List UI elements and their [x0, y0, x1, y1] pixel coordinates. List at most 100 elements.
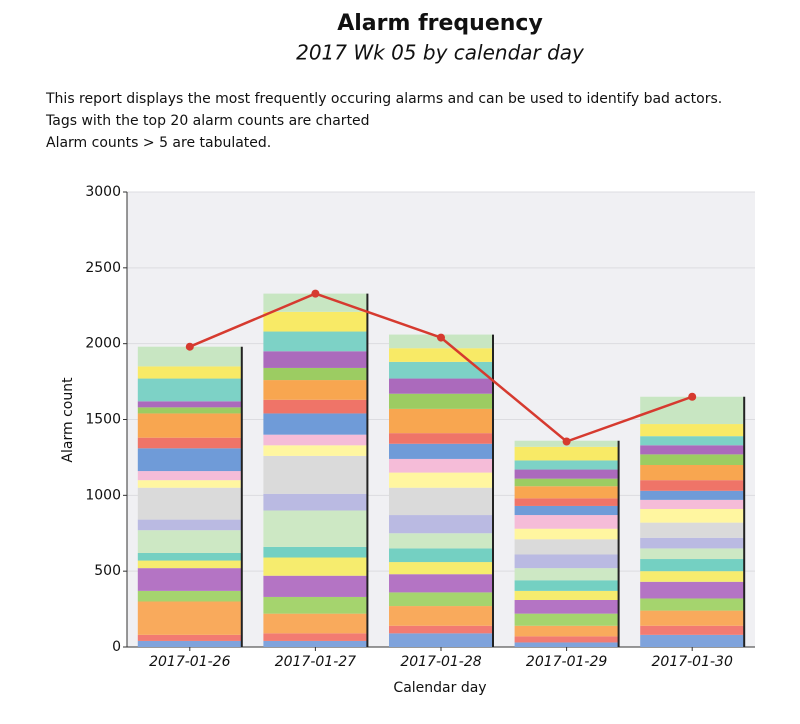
bar-segment — [263, 413, 368, 435]
bar-segment — [514, 613, 619, 626]
bar-segment — [137, 519, 242, 531]
bar-segment — [263, 455, 368, 494]
total-point — [562, 437, 571, 446]
bar-segment — [514, 568, 619, 581]
bar-segment — [640, 522, 745, 538]
x-tick-label: 2017-01-29 — [526, 654, 607, 670]
bar-segment — [640, 480, 745, 491]
bar-segment — [137, 448, 242, 472]
x-tick-label: 2017-01-27 — [275, 654, 356, 670]
y-tick-label: 500 — [94, 563, 121, 579]
bar-segment — [389, 606, 493, 626]
bar-segment — [640, 508, 745, 523]
bar-segment — [514, 554, 619, 569]
bar-segment — [640, 454, 745, 465]
bar-segment — [137, 346, 242, 367]
bar-segment — [389, 533, 493, 549]
bar-segment — [389, 378, 493, 394]
bar-segment — [263, 546, 368, 558]
bar-segment — [263, 557, 368, 576]
bar-segment — [640, 424, 745, 437]
bar-segment — [514, 590, 619, 600]
bar-segment — [263, 399, 368, 414]
x-tick-label: 2017-01-26 — [149, 654, 230, 670]
bar-segment — [263, 613, 368, 634]
bar-segment — [514, 528, 619, 540]
description-line: This report displays the most frequently… — [46, 91, 723, 107]
bar-segment — [389, 348, 493, 362]
bar-segment — [263, 596, 368, 614]
bar-segment — [137, 401, 242, 408]
bar-segment — [263, 331, 368, 352]
bar-segment — [389, 458, 493, 473]
bar-segment — [263, 575, 368, 597]
bar-segment — [137, 601, 242, 635]
bar-segment — [514, 515, 619, 529]
total-point — [688, 392, 697, 401]
bar-segment — [389, 633, 493, 647]
bar-segment — [137, 568, 242, 591]
bar-segment — [263, 367, 368, 381]
bar-segment — [137, 590, 242, 602]
bar-segment — [263, 640, 368, 647]
bar-segment — [263, 510, 368, 547]
bar-segment — [640, 598, 745, 611]
description: This report displays the most frequently… — [46, 88, 722, 154]
bar-segment — [640, 548, 745, 560]
bar-segment — [137, 437, 242, 449]
total-point — [311, 289, 320, 298]
bar-segment — [514, 539, 619, 555]
chart-title: Alarm frequency — [337, 11, 543, 36]
bar-segment — [640, 537, 745, 549]
bar-segment — [640, 499, 745, 509]
bar-segment — [389, 408, 493, 434]
bar-segment — [263, 633, 368, 641]
bar-segment — [137, 378, 242, 402]
bar-segment — [137, 487, 242, 520]
bar-segment — [640, 581, 745, 599]
bar-segment — [263, 380, 368, 400]
x-tick-label: 2017-01-30 — [652, 654, 733, 670]
bar-segment — [263, 293, 368, 312]
bar-segment — [389, 487, 493, 516]
bar-segment — [640, 571, 745, 582]
bar-segment — [137, 407, 242, 414]
y-tick-label: 2000 — [85, 336, 121, 352]
bar-segment — [137, 413, 242, 438]
bar-segment — [389, 562, 493, 575]
bar-segment — [514, 625, 619, 637]
bar-segment — [640, 445, 745, 455]
bar-segment — [137, 366, 242, 379]
y-axis-label: Alarm count — [60, 377, 76, 463]
bar-segment — [263, 445, 368, 456]
y-tick-label: 0 — [112, 639, 121, 655]
bar-segment — [514, 446, 619, 461]
bar-segment — [389, 433, 493, 444]
bar-segment — [640, 436, 745, 446]
bar-segment — [514, 498, 619, 506]
bar-segment — [514, 636, 619, 643]
bar-segment — [514, 580, 619, 591]
bar-segment — [263, 311, 368, 332]
bar-segment — [263, 493, 368, 511]
bar-segment — [640, 559, 745, 572]
bar-segment — [137, 552, 242, 561]
bar-segment — [640, 465, 745, 481]
bar-segment — [389, 574, 493, 593]
bar-segment — [514, 599, 619, 614]
bar-segment — [137, 640, 242, 647]
bar-segment — [389, 515, 493, 534]
bar-segment — [514, 469, 619, 479]
bar-segment — [263, 434, 368, 446]
x-tick-label: 2017-01-28 — [400, 654, 481, 670]
y-tick-label: 1000 — [85, 487, 121, 503]
description-line: Tags with the top 20 alarm counts are ch… — [46, 113, 370, 129]
bar-segment — [263, 351, 368, 368]
bar-segment — [640, 490, 745, 500]
bar-segment — [640, 625, 745, 635]
bar-segment — [389, 393, 493, 409]
description-line: Alarm counts > 5 are tabulated. — [46, 135, 272, 151]
y-tick-label: 1500 — [85, 412, 121, 428]
